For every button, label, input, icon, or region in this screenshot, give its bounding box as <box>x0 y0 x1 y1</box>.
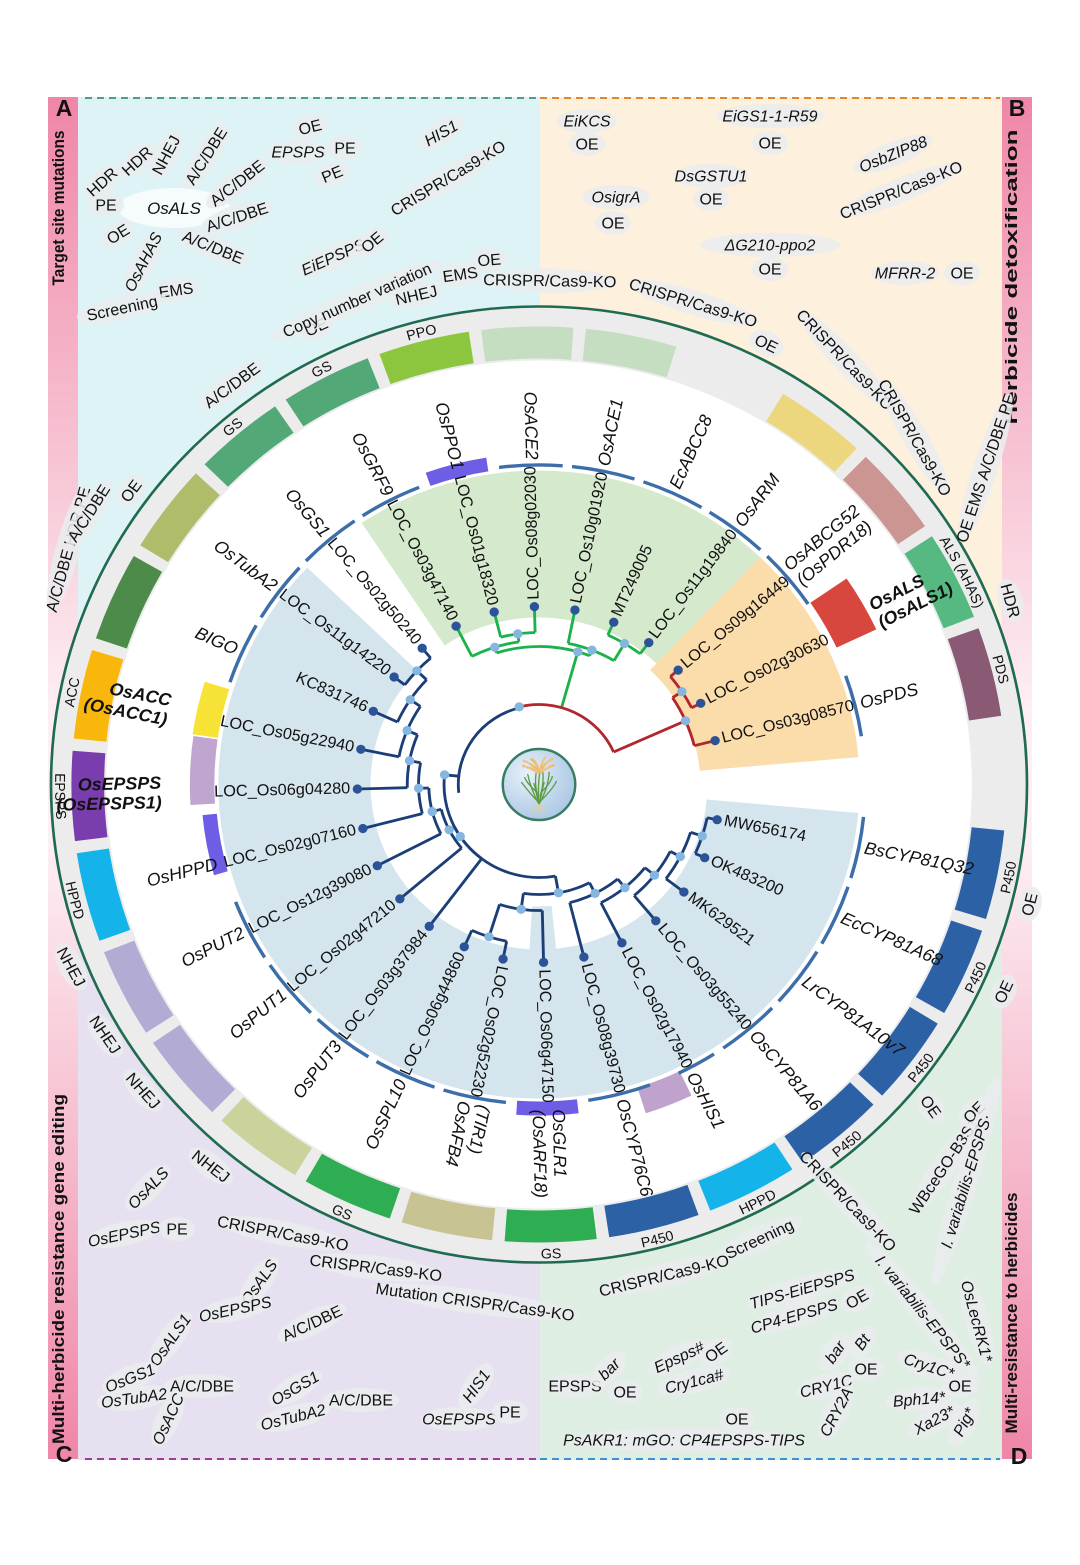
svg-text:(OsARF18): (OsARF18) <box>529 1109 551 1198</box>
svg-text:OE: OE <box>950 266 973 283</box>
svg-text:A/C/DBE: A/C/DBE <box>329 1393 393 1410</box>
svg-text:Multi-resistance to herbicides: Multi-resistance to herbicides <box>1003 1193 1021 1434</box>
svg-text:OE: OE <box>758 262 781 279</box>
svg-text:A: A <box>56 95 73 121</box>
svg-text:ΔG210-ppo2: ΔG210-ppo2 <box>724 238 816 255</box>
svg-text:OsACE2: OsACE2 <box>520 391 542 460</box>
svg-text:PsAKR1: mGO: CP4EPSPS-TIPS: PsAKR1: mGO: CP4EPSPS-TIPS <box>563 1433 805 1450</box>
svg-text:OsGLR1: OsGLR1 <box>549 1109 571 1177</box>
svg-text:(OsEPSPS1): (OsEPSPS1) <box>56 792 162 814</box>
svg-text:LOC_Os06g04280: LOC_Os06g04280 <box>214 779 351 800</box>
svg-text:MFRR-2: MFRR-2 <box>875 266 936 283</box>
svg-text:PE: PE <box>95 198 116 215</box>
svg-text:EiKCS: EiKCS <box>563 114 610 131</box>
svg-text:PE: PE <box>166 1222 187 1239</box>
svg-text:OE: OE <box>758 136 781 153</box>
svg-text:PE: PE <box>499 1405 520 1422</box>
svg-text:EiGS1-1-R59: EiGS1-1-R59 <box>722 109 817 126</box>
svg-text:OE: OE <box>854 1362 877 1379</box>
svg-text:OsigrA: OsigrA <box>592 190 641 207</box>
svg-text:D: D <box>1011 1443 1028 1469</box>
svg-text:PE: PE <box>334 141 355 158</box>
svg-text:Target site mutations: Target site mutations <box>50 131 68 286</box>
svg-text:DsGSTU1: DsGSTU1 <box>675 169 748 186</box>
svg-text:OE: OE <box>948 1379 971 1396</box>
svg-text:OE: OE <box>601 216 624 233</box>
svg-text:B: B <box>1009 95 1026 121</box>
svg-text:OE: OE <box>613 1385 636 1402</box>
svg-text:OsEPSPS: OsEPSPS <box>422 1412 496 1429</box>
svg-text:EPSPS: EPSPS <box>271 145 325 162</box>
svg-text:LOC_Os06g47150: LOC_Os06g47150 <box>535 969 557 1103</box>
svg-text:GS: GS <box>541 1245 562 1261</box>
svg-text:OE: OE <box>575 137 598 154</box>
svg-text:CRISPR/Cas9-KO: CRISPR/Cas9-KO <box>483 271 617 291</box>
svg-text:OsALS: OsALS <box>147 199 202 218</box>
svg-text:OE: OE <box>477 251 502 271</box>
svg-text:Multi-herbicide resistance gen: Multi-herbicide resistance gene editing <box>50 1094 68 1444</box>
svg-text:OE: OE <box>699 192 722 209</box>
svg-text:LOC_Os08g02030: LOC_Os08g02030 <box>521 466 543 600</box>
svg-text:Herbicide detoxification: Herbicide detoxification <box>1002 130 1021 425</box>
svg-text:OE: OE <box>725 1412 748 1429</box>
svg-text:OsEPSPS: OsEPSPS <box>78 773 162 795</box>
